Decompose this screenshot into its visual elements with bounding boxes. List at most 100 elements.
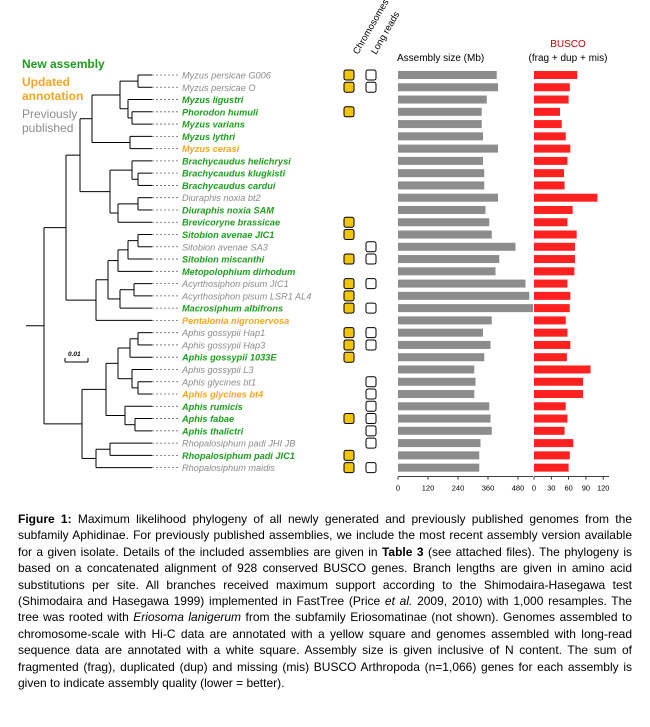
- chromosome-scale-square: [343, 106, 355, 118]
- busco-bar: [534, 218, 568, 227]
- taxon-label: Myzus persicae G006: [182, 71, 272, 81]
- assembly-size-bar: [398, 205, 486, 214]
- busco-bar: [534, 463, 569, 472]
- taxon-label: Aphis fabae: [181, 414, 234, 424]
- assembly-size-bar: [398, 377, 476, 386]
- busco-tick-label: 0: [532, 484, 536, 493]
- taxon-labels: Myzus persicae G006 Myzus persicae O Myzus…: [181, 71, 311, 474]
- assembly-size-bar: [398, 107, 482, 116]
- taxon-label: Metopolophium dirhodum: [182, 267, 295, 277]
- caption-text-1: Maximum likelihood phylogeny of all newl…: [18, 512, 632, 559]
- taxon-label: Acyrthosiphon pisum LSR1 AL4: [181, 291, 311, 301]
- assembly-size-tick-label: 0: [396, 484, 400, 493]
- chromosome-scale-square: [343, 351, 355, 363]
- assembly-size-bar: [398, 402, 490, 411]
- busco-bar: [534, 230, 577, 239]
- taxon-label: Diuraphis noxia SAM: [182, 205, 274, 215]
- assembly-size-bar: [398, 328, 483, 337]
- assembly-type-squares: [343, 69, 377, 474]
- busco-bar: [534, 107, 560, 116]
- taxon-label: Myzus lythri: [182, 132, 236, 142]
- taxon-label: Brachycaudus klugkisti: [182, 169, 286, 179]
- taxon-label: Rhopalosiphum maidis: [182, 463, 275, 473]
- busco-bar: [534, 439, 574, 448]
- long-read-square: [365, 241, 377, 253]
- long-read-square: [365, 278, 377, 290]
- assembly-size-bar: [398, 365, 475, 374]
- assembly-size-bar: [398, 132, 483, 141]
- busco-bar: [534, 255, 575, 264]
- busco-tick-label: 120: [597, 484, 610, 493]
- assembly-size-bar: [398, 218, 490, 227]
- busco-bar: [534, 365, 591, 374]
- busco-bar: [534, 340, 571, 349]
- assembly-size-tick-label: 480: [512, 484, 525, 493]
- busco-tick-label: 90: [582, 484, 590, 493]
- chromosome-scale-square: [343, 253, 355, 265]
- busco-bar: [534, 83, 570, 92]
- caption-text-4: from the subfamily Eriosomatinae (not sh…: [18, 610, 632, 691]
- long-read-square: [365, 69, 377, 81]
- assembly-size-bar: [398, 144, 498, 153]
- chromosome-scale-square: [343, 302, 355, 314]
- busco-bar: [534, 267, 575, 276]
- busco-chart: 0 30 60 90 120: [532, 71, 610, 493]
- legend-previous-line1: Previously: [22, 107, 78, 121]
- assembly-size-bar: [398, 353, 485, 362]
- taxon-label: Brachycaudus cardui: [182, 181, 276, 191]
- busco-bar: [534, 414, 568, 423]
- taxon-label: Phorodon humuli: [182, 107, 258, 117]
- busco-bar: [534, 205, 573, 214]
- legend-previous-line2: published: [22, 121, 74, 135]
- long-read-square: [365, 462, 377, 474]
- caption-table-ref: Table 3: [381, 544, 424, 559]
- legend-new-assembly: New assembly: [22, 57, 105, 71]
- busco-bar: [534, 132, 566, 141]
- long-read-square: [365, 376, 377, 388]
- figure-caption: Figure 1: Maximum likelihood phylogeny o…: [18, 511, 632, 691]
- assembly-size-bar: [398, 279, 526, 288]
- assembly-size-bar: [398, 390, 475, 399]
- busco-tick-label: 30: [547, 484, 555, 493]
- taxon-label: Rhopalosiphum padi JIC1: [182, 451, 295, 461]
- assembly-size-bar: [398, 242, 516, 251]
- assembly-size-bar: [398, 340, 491, 349]
- long-read-square: [365, 400, 377, 412]
- chromosome-scale-square: [343, 449, 355, 461]
- long-read-square: [365, 81, 377, 93]
- assembly-size-tick-label: 360: [482, 484, 495, 493]
- assembly-size-bar: [398, 193, 498, 202]
- scale-bar: 0.01: [64, 351, 89, 363]
- long-read-square: [365, 437, 377, 449]
- busco-tick-label: 60: [564, 484, 572, 493]
- taxon-label: Myzus persicae O: [182, 83, 256, 93]
- taxon-label: Myzus ligustri: [182, 95, 244, 105]
- taxon-label: Brevicoryne brassicae: [182, 218, 280, 228]
- chromosome-scale-square: [343, 229, 355, 241]
- assembly-size-bar: [398, 439, 481, 448]
- long-read-square: [365, 425, 377, 437]
- busco-bar: [534, 353, 567, 362]
- busco-bar: [534, 144, 571, 153]
- chromosome-scale-square: [343, 413, 355, 425]
- taxon-label: Aphis thalictri: [181, 426, 244, 436]
- assembly-size-bar: [398, 230, 492, 239]
- chromosome-scale-square: [343, 339, 355, 351]
- long-read-square: [365, 339, 377, 351]
- busco-bar: [534, 426, 565, 435]
- chromosome-scale-square: [343, 290, 355, 302]
- assembly-size-bar: [398, 414, 491, 423]
- phylogeny-figure: Myzus persicae G006 Myzus persicae O Myzus…: [26, 0, 610, 493]
- phylogenetic-tree: [26, 74, 180, 469]
- busco-bar: [534, 120, 562, 129]
- scale-bar-label: 0.01: [68, 351, 81, 358]
- assembly-size-bar: [398, 83, 498, 92]
- taxon-label: Rhopalosiphum padi JHI JB: [182, 439, 295, 449]
- assembly-size-bar: [398, 255, 500, 264]
- caption-root-species: Eriosoma lanigerum: [133, 610, 242, 625]
- busco-bar: [534, 279, 568, 288]
- assembly-size-bar: [398, 71, 497, 79]
- taxon-label: Sitobion avenae SA3: [182, 242, 269, 252]
- busco-title: BUSCO: [550, 39, 586, 50]
- legend-updated-line2: annotation: [22, 89, 84, 103]
